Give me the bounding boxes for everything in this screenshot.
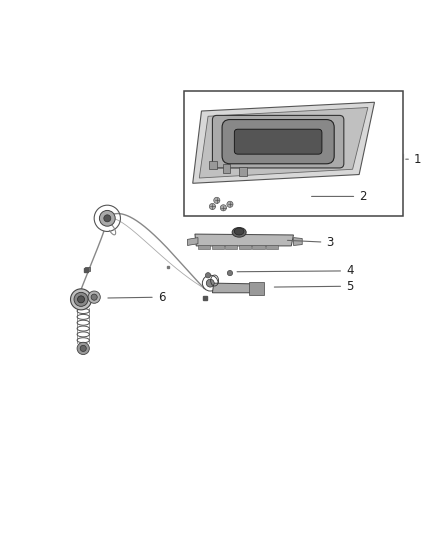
Bar bbox=[225, 245, 237, 249]
Bar bbox=[223, 164, 230, 173]
Bar bbox=[298, 152, 306, 161]
Polygon shape bbox=[195, 234, 293, 246]
FancyBboxPatch shape bbox=[212, 115, 344, 168]
Text: 2: 2 bbox=[311, 190, 367, 203]
Circle shape bbox=[209, 204, 215, 209]
Circle shape bbox=[80, 345, 86, 351]
Circle shape bbox=[206, 279, 214, 287]
Bar bbox=[239, 245, 251, 249]
Circle shape bbox=[77, 342, 89, 354]
Ellipse shape bbox=[234, 228, 244, 235]
Text: 6: 6 bbox=[108, 290, 165, 304]
Circle shape bbox=[214, 197, 220, 204]
Bar bbox=[249, 282, 264, 295]
Polygon shape bbox=[199, 108, 368, 178]
Ellipse shape bbox=[232, 228, 246, 237]
Circle shape bbox=[88, 291, 100, 303]
Bar bbox=[252, 245, 265, 249]
Polygon shape bbox=[212, 283, 263, 293]
Circle shape bbox=[74, 292, 88, 306]
FancyBboxPatch shape bbox=[234, 129, 322, 154]
Circle shape bbox=[227, 270, 233, 276]
Bar bbox=[198, 245, 210, 249]
Text: 3: 3 bbox=[287, 236, 334, 249]
Circle shape bbox=[78, 296, 85, 303]
Circle shape bbox=[71, 289, 92, 310]
Circle shape bbox=[104, 215, 111, 222]
FancyBboxPatch shape bbox=[222, 119, 334, 164]
Polygon shape bbox=[193, 102, 374, 183]
Text: 1: 1 bbox=[406, 152, 421, 166]
Circle shape bbox=[220, 205, 226, 211]
Circle shape bbox=[91, 294, 97, 300]
Circle shape bbox=[205, 273, 211, 278]
Polygon shape bbox=[187, 238, 198, 246]
Bar bbox=[85, 266, 90, 271]
Text: 4: 4 bbox=[237, 264, 353, 277]
Bar bbox=[184, 91, 403, 216]
Bar bbox=[266, 245, 278, 249]
Bar bbox=[212, 245, 224, 249]
Text: 5: 5 bbox=[274, 280, 353, 293]
Circle shape bbox=[227, 201, 233, 207]
Bar bbox=[239, 167, 247, 176]
Bar bbox=[209, 160, 217, 169]
Polygon shape bbox=[293, 238, 302, 246]
Circle shape bbox=[99, 211, 115, 226]
